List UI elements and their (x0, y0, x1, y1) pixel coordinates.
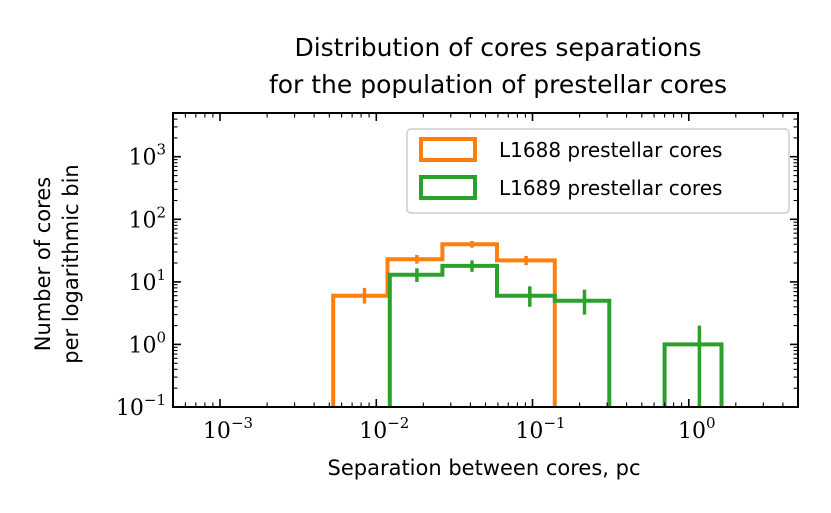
chart-title-line-2: for the population of prestellar cores (269, 70, 727, 99)
legend-label-l1689: L1689 prestellar cores (499, 176, 722, 200)
histogram-step-l1689 (387, 263, 612, 407)
x-tick-label: 100 (678, 414, 716, 444)
chart-title-line-1: Distribution of cores separations (294, 33, 701, 62)
legend-swatch-l1688 (419, 137, 477, 162)
legend-swatch-l1689 (419, 175, 477, 200)
y-tick-label: 103 (128, 141, 166, 171)
x-tick-label: 10−3 (203, 414, 253, 444)
ticks: 10−3 10−2 10−1 100 10−1 100 101 102 103 (116, 112, 799, 444)
y-tick-label: 101 (128, 266, 166, 296)
x-tick-label: 10−2 (359, 414, 409, 444)
y-axis-label-line-1: Number of cores (31, 177, 55, 351)
y-tick-label: 100 (128, 328, 166, 358)
y-tick-label: 10−1 (116, 391, 166, 421)
y-axis-label-line-2: per logarithmic bin (59, 164, 83, 363)
x-tick-label: 10−1 (515, 414, 565, 444)
y-tick-label: 102 (128, 203, 166, 233)
legend-frame (406, 128, 790, 214)
legend-label-l1688: L1688 prestellar cores (499, 138, 722, 162)
x-axis-label: Separation between cores, pc (328, 456, 641, 480)
plot-area (331, 241, 724, 407)
histogram-extra-bin-l1689-0 (662, 342, 724, 407)
axes-frame (172, 112, 799, 408)
legend: L1688 prestellar cores L1689 prestellar … (406, 128, 790, 214)
